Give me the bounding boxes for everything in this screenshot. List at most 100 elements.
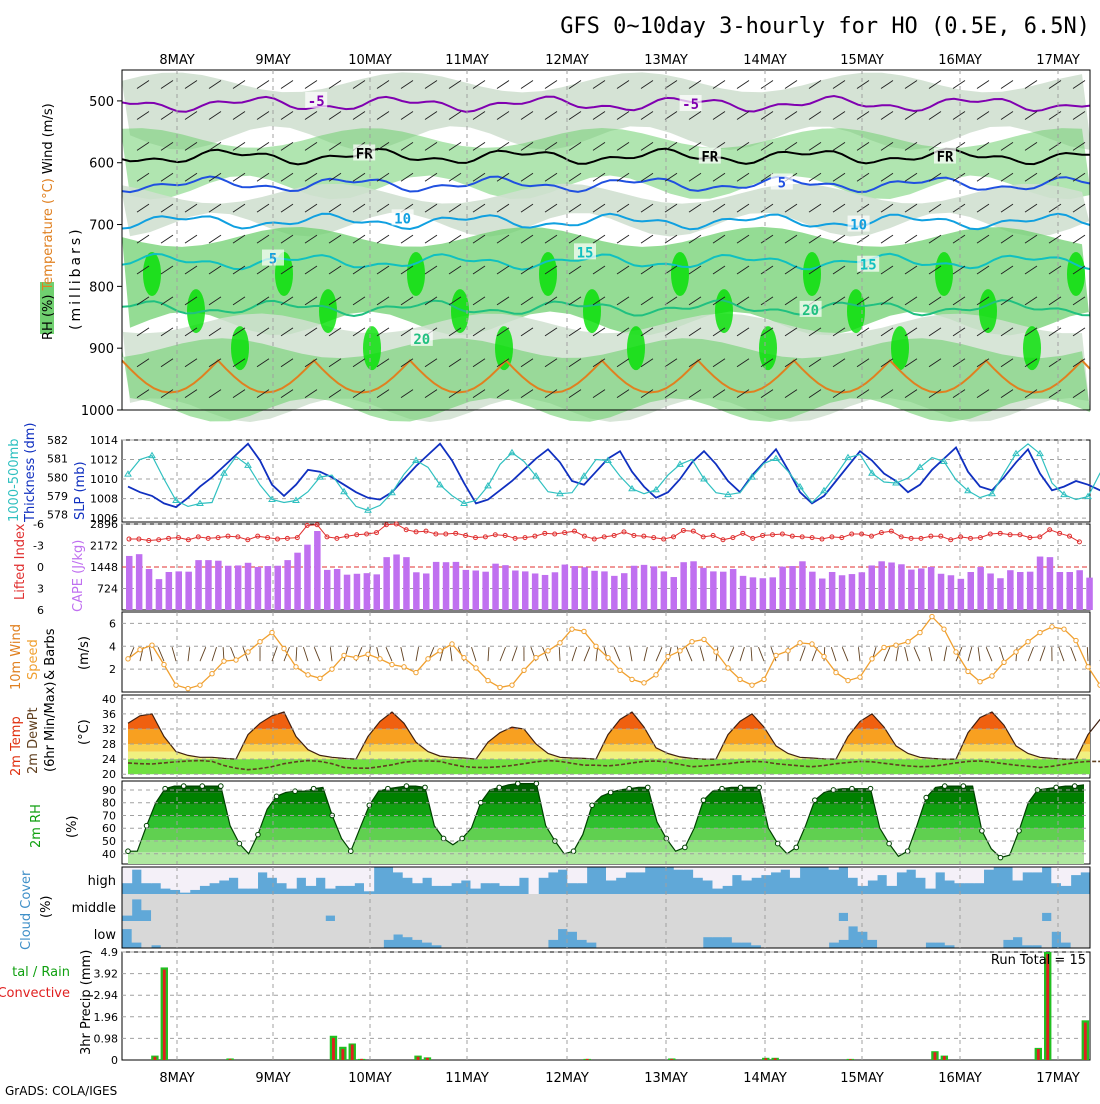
surface-wind-barb (596, 647, 598, 661)
rh-tick-1: 50 (102, 835, 116, 848)
cape-bar (482, 572, 489, 610)
temp-tick-1: 24 (102, 753, 116, 766)
precip-convective-bar (1037, 1049, 1040, 1060)
rh-point (942, 784, 947, 789)
cloud-yunit: (%) (39, 896, 54, 919)
rh-point (256, 832, 261, 837)
rh-label: 2m RH (29, 804, 44, 848)
precip-tick-3: 2.94 (94, 989, 119, 1002)
rh-point (924, 795, 929, 800)
rh-point (126, 849, 131, 854)
rh-band-1 (122, 840, 1090, 852)
cloud-clear-cell (984, 894, 994, 921)
cloud-clear-cell (838, 894, 848, 913)
cloud-clear-cell (509, 921, 519, 948)
surface-wind-barb (212, 647, 217, 661)
cloud-clear-cell (722, 921, 732, 937)
temp-label-2: (6hr Min/Max) (43, 682, 58, 772)
cloud-clear-cell (1051, 921, 1061, 932)
cloud-clear-cell (1080, 867, 1090, 872)
wind-speed-point (750, 683, 754, 687)
cloud-clear-cell (451, 894, 461, 921)
wind-speed-point (354, 656, 358, 660)
cloud-clear-cell (345, 894, 355, 921)
date-label-top-3: 11MAY (445, 53, 489, 68)
cloud-clear-cell (896, 921, 906, 948)
ylabel-part-1: Temperature (°C) (41, 174, 56, 291)
cloud-clear-cell (296, 867, 306, 878)
cloud-clear-cell (345, 867, 355, 886)
wind-speed-point (126, 657, 130, 661)
cloud-clear-cell (577, 894, 587, 921)
rh-point (998, 855, 1003, 860)
cloud-clear-cell (596, 894, 606, 921)
wind-unit: (m/s) (77, 636, 92, 670)
date-label-top-1: 9MAY (255, 53, 290, 68)
cape-bar (324, 570, 331, 610)
wind-speed-point (882, 645, 886, 649)
rh-yunit: (%) (65, 816, 80, 839)
cloud-clear-cell (635, 867, 645, 872)
cape-bar (789, 566, 796, 610)
surface-wind-barb (644, 647, 647, 661)
cloud-clear-cell (354, 867, 364, 883)
cloud-ylabel: Cloud Cover (19, 870, 34, 950)
cloud-clear-cell (470, 921, 480, 948)
precip-tick-0: 0 (111, 1054, 118, 1067)
cloud-clear-cell (529, 867, 539, 894)
wind-speed-point (1074, 638, 1078, 642)
rh-bright-cell-13 (715, 289, 733, 333)
cape-bar (453, 562, 460, 610)
cape-bar (760, 578, 767, 610)
surface-wind-barb (572, 647, 577, 661)
wind-speed-point (738, 677, 742, 681)
rh-point (404, 784, 409, 789)
cloud-clear-cell (470, 894, 480, 921)
wind-speed-point (174, 683, 178, 687)
wind-speed-point (474, 666, 478, 670)
cloud-clear-cell (141, 921, 151, 948)
wind-ylabel-0: 10m Wind (9, 624, 24, 690)
cloud-clear-cell (364, 894, 374, 921)
cloud-clear-cell (751, 894, 761, 921)
wind-speed-point (810, 642, 814, 646)
cloud-clear-cell (925, 921, 935, 943)
cape-bar (235, 565, 242, 610)
cape-bar (393, 554, 400, 610)
temp-band-5 (122, 695, 1090, 714)
cloud-clear-cell (219, 867, 229, 881)
cloud-clear-cell (258, 894, 268, 921)
rh-point (534, 781, 539, 786)
rh-point (961, 784, 966, 789)
pressure-tick-label-3: 800 (89, 280, 114, 295)
li-label: Lifted Index (13, 523, 28, 600)
cloud-clear-cell (1032, 867, 1042, 872)
cloud-clear-cell (151, 894, 161, 921)
rh-point (571, 849, 576, 854)
temp-label-0: 2m Temp (9, 716, 24, 776)
surface-wind-barb (296, 647, 297, 661)
cloud-clear-cell (761, 921, 771, 948)
cloud-clear-cell (267, 867, 277, 878)
surface-wind-barb (751, 647, 752, 661)
cloud-clear-cell (558, 894, 568, 921)
precip-convective-bar (360, 1059, 363, 1060)
cloud-clear-cell (916, 921, 926, 948)
cape-bar (809, 572, 816, 610)
cloud-clear-cell (703, 867, 713, 881)
rh-point (683, 845, 688, 850)
cloud-clear-cell (683, 894, 693, 921)
cloud-clear-cell (170, 867, 180, 890)
cloud-clear-cell (432, 867, 442, 886)
precip-convective-bar (351, 1045, 354, 1060)
cloud-clear-cell (925, 867, 935, 889)
rh-point (775, 841, 780, 846)
cloud-clear-cell (132, 921, 142, 943)
rh-tick-4: 80 (102, 797, 116, 810)
surface-wind-barb (944, 647, 947, 661)
cloud-clear-cell (180, 921, 190, 948)
cloud-clear-cell (1022, 894, 1032, 921)
cape-bar (819, 579, 826, 610)
cloud-clear-cell (945, 921, 955, 945)
precip-ylabel: 3hr Precip (mm) (79, 950, 94, 1055)
